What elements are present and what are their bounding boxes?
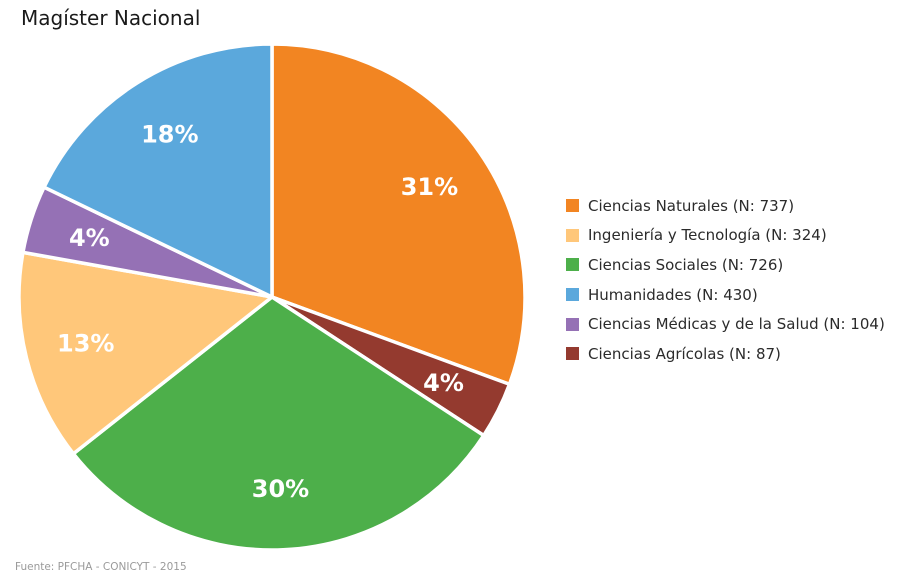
legend-swatch: [566, 199, 579, 213]
slice-label-ciencias-naturales: 31%: [401, 173, 458, 201]
legend-label: Ciencias Naturales (N: 737): [588, 196, 795, 215]
slice-label-ciencias-medicas-y-de-la-salud: 4%: [69, 224, 110, 252]
legend: Ciencias Naturales (N: 737) Ingeniería y …: [566, 191, 885, 369]
slice-label-ciencias-agricolas: 4%: [423, 369, 464, 397]
legend-item-ciencias-medicas-y-de-la-salud: Ciencias Médicas y de la Salud (N: 104): [566, 309, 885, 339]
pie-slice-humanidades: [42, 42, 274, 299]
legend-item-humanidades: Humanidades (N: 430): [566, 280, 885, 310]
slice-label-ciencias-sociales: 30%: [252, 475, 309, 503]
legend-item-ingenieria-y-tecnologia: Ingeniería y Tecnología (N: 324): [566, 221, 885, 251]
legend-swatch: [566, 288, 579, 302]
legend-item-ciencias-sociales: Ciencias Sociales (N: 726): [566, 250, 885, 280]
legend-item-ciencias-naturales: Ciencias Naturales (N: 737): [566, 191, 885, 221]
pie-slice-ciencias-sociales: [71, 295, 486, 552]
legend-label: Ciencias Sociales (N: 726): [588, 255, 784, 274]
legend-label: Ciencias Médicas y de la Salud (N: 104): [588, 315, 885, 334]
legend-label: Ingeniería y Tecnología (N: 324): [588, 226, 827, 245]
pie-slices: [17, 42, 527, 552]
slice-label-humanidades: 18%: [141, 120, 198, 148]
legend-swatch: [566, 317, 579, 331]
legend-label: Ciencias Agrícolas (N: 87): [588, 344, 781, 363]
pie-slice-ingenieria-y-tecnologia: [17, 250, 274, 456]
legend-swatch: [566, 258, 579, 272]
pie-percent-labels: 31% 4% 30% 13% 4% 18%: [57, 120, 464, 502]
pie-slice-ciencias-naturales: [270, 42, 527, 387]
legend-swatch: [566, 228, 579, 242]
source-note: Fuente: PFCHA - CONICYT - 2015: [15, 561, 187, 573]
legend-label: Humanidades (N: 430): [588, 285, 758, 304]
slice-label-ingenieria-y-tecnologia: 13%: [57, 330, 114, 358]
legend-item-ciencias-agricolas: Ciencias Agrícolas (N: 87): [566, 339, 885, 369]
legend-swatch: [566, 347, 579, 361]
chart-title: Magíster Nacional: [21, 6, 201, 30]
